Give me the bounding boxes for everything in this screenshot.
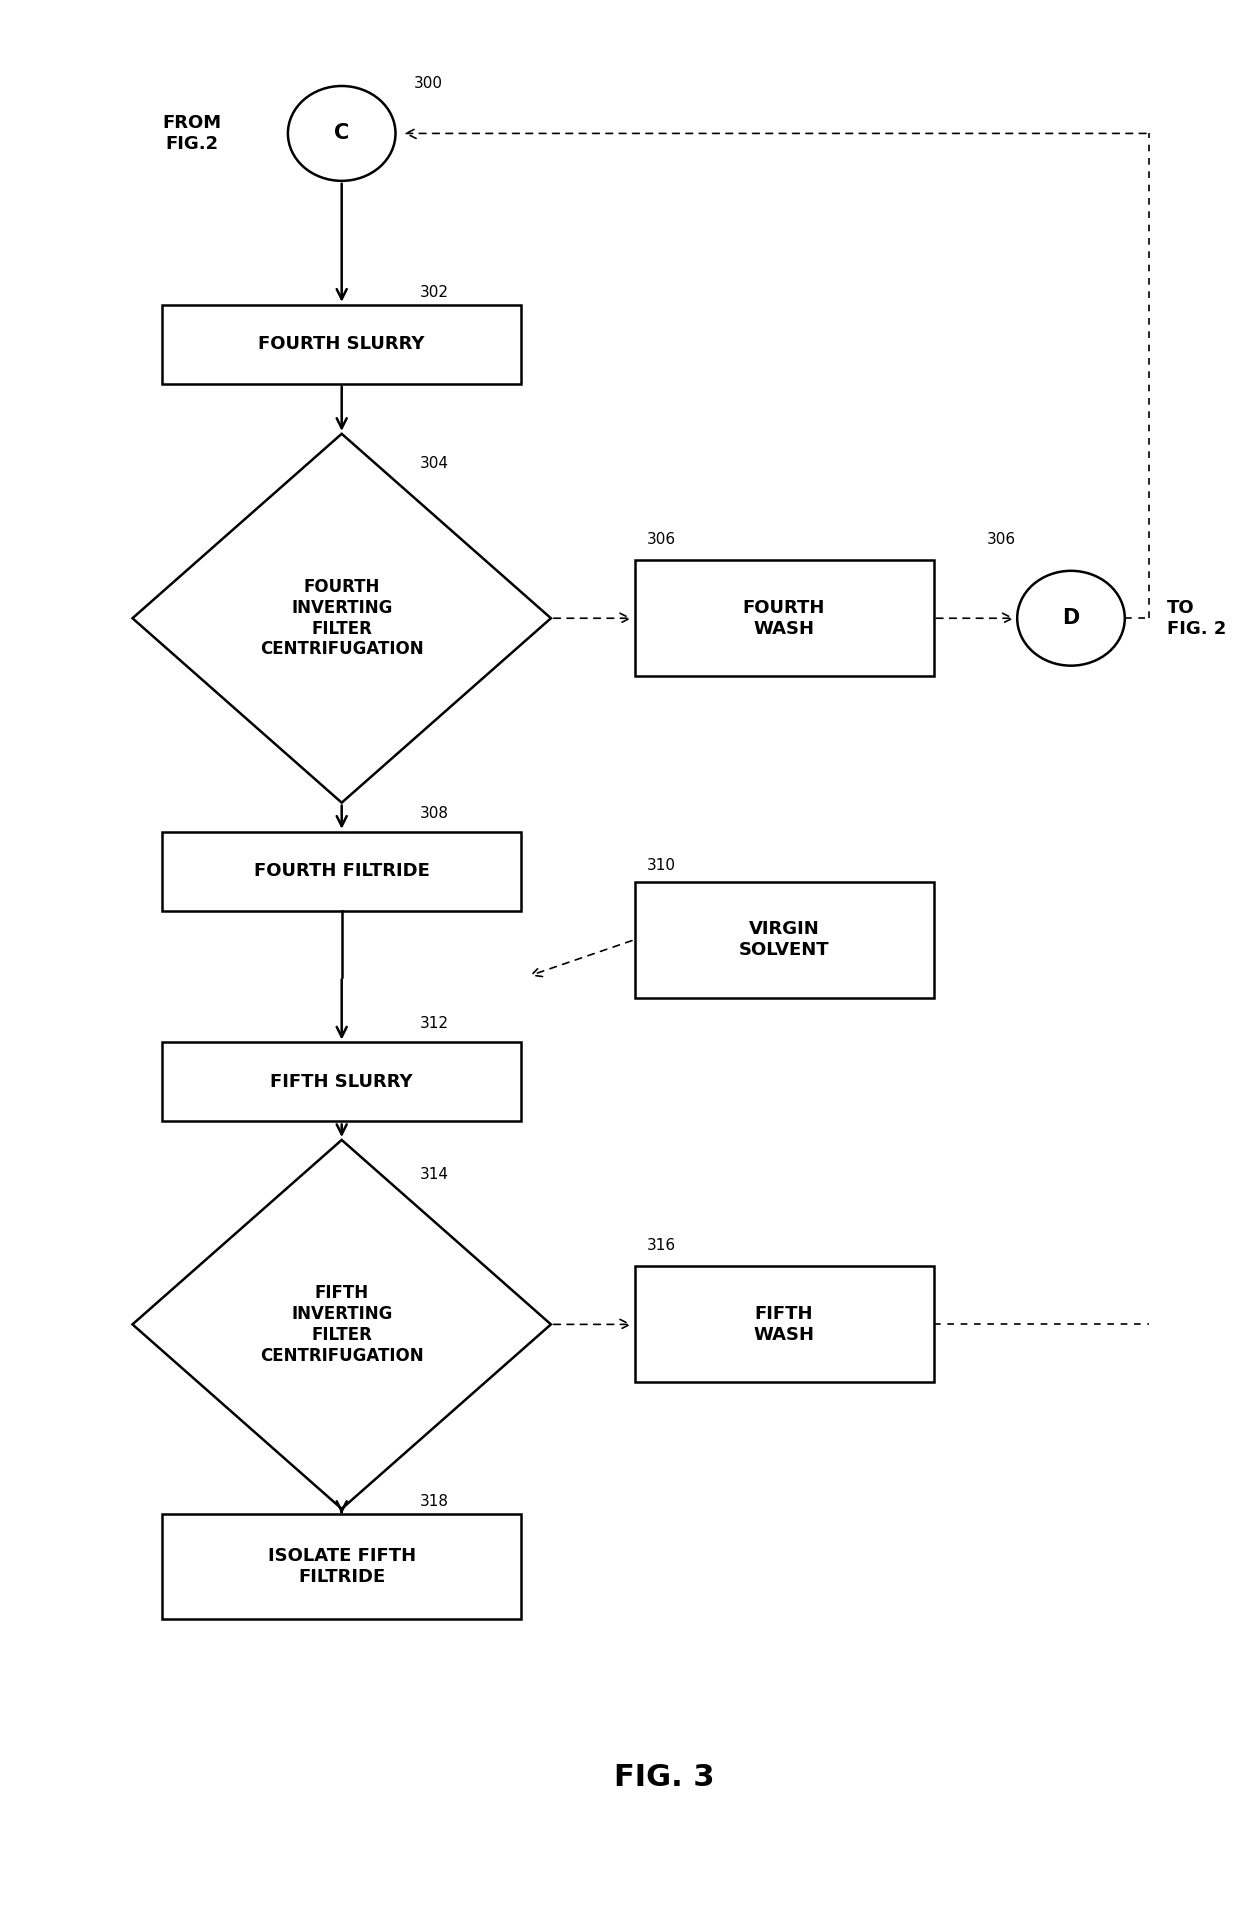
Text: FOURTH SLURRY: FOURTH SLURRY xyxy=(258,334,425,354)
Text: TO
FIG. 2: TO FIG. 2 xyxy=(1167,598,1226,638)
Bar xyxy=(635,560,934,676)
Text: FIFTH
INVERTING
FILTER
CENTRIFUGATION: FIFTH INVERTING FILTER CENTRIFUGATION xyxy=(260,1284,424,1364)
Bar xyxy=(162,1514,521,1619)
Bar xyxy=(162,304,521,384)
Text: FIG. 3: FIG. 3 xyxy=(614,1764,714,1793)
Text: 302: 302 xyxy=(419,285,449,300)
Text: 300: 300 xyxy=(413,76,443,92)
Text: 310: 310 xyxy=(646,858,676,873)
Text: 308: 308 xyxy=(419,806,449,820)
Text: 314: 314 xyxy=(419,1168,449,1183)
Text: FIFTH
WASH: FIFTH WASH xyxy=(754,1305,815,1343)
Text: FOURTH
INVERTING
FILTER
CENTRIFUGATION: FOURTH INVERTING FILTER CENTRIFUGATION xyxy=(260,577,424,659)
Text: 316: 316 xyxy=(646,1238,676,1254)
Text: 312: 312 xyxy=(419,1017,449,1032)
Text: FIFTH SLURRY: FIFTH SLURRY xyxy=(270,1072,413,1091)
Text: FROM
FIG.2: FROM FIG.2 xyxy=(162,115,222,153)
Text: 306: 306 xyxy=(987,531,1017,547)
Text: ISOLATE FIFTH
FILTRIDE: ISOLATE FIFTH FILTRIDE xyxy=(268,1548,415,1586)
Bar xyxy=(635,1267,934,1382)
Text: D: D xyxy=(1063,608,1080,629)
Text: FOURTH FILTRIDE: FOURTH FILTRIDE xyxy=(254,862,429,881)
Text: 318: 318 xyxy=(419,1494,449,1510)
Text: FOURTH
WASH: FOURTH WASH xyxy=(743,598,826,638)
Bar xyxy=(162,831,521,912)
Text: C: C xyxy=(334,124,350,143)
Text: 304: 304 xyxy=(419,455,449,470)
Bar xyxy=(162,1043,521,1122)
Text: VIRGIN
SOLVENT: VIRGIN SOLVENT xyxy=(739,921,830,959)
Bar xyxy=(635,881,934,998)
Text: 306: 306 xyxy=(646,531,676,547)
